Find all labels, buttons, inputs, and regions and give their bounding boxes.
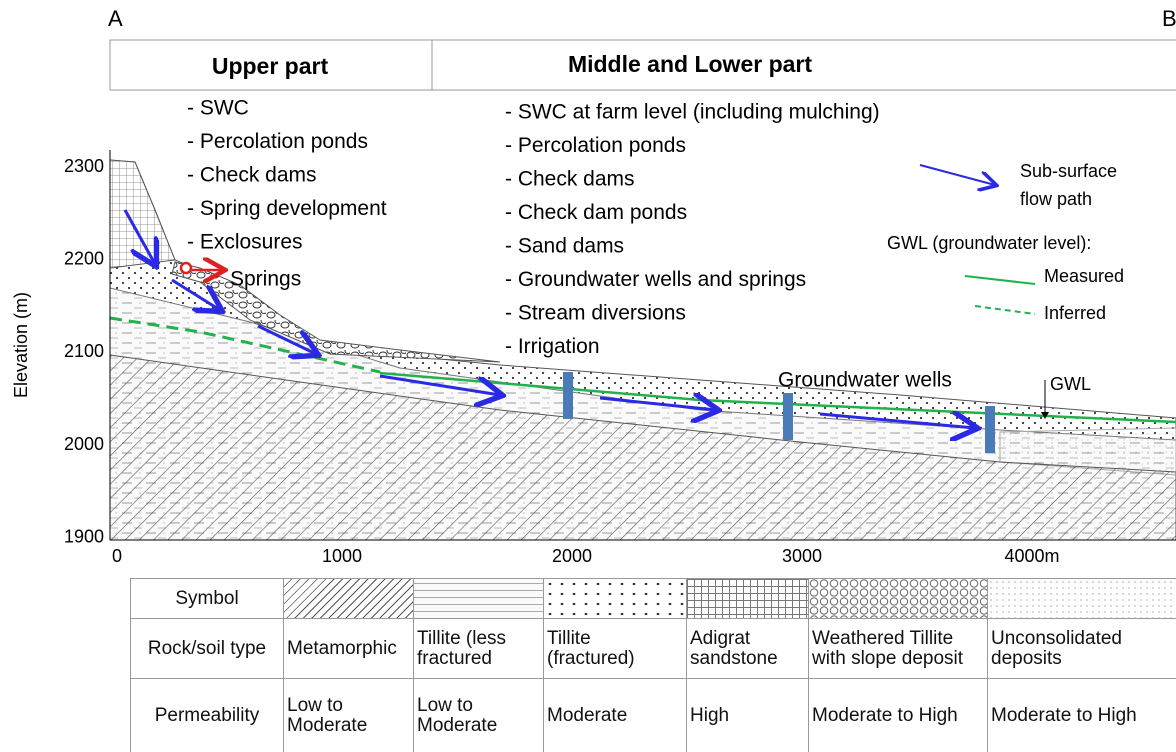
legend-inferred-line: [975, 306, 1035, 314]
gwl-label: GWL: [1050, 374, 1091, 394]
x-tick-label: 3000: [782, 546, 822, 566]
x-tick-label: 2000: [552, 546, 592, 566]
table-cell: Symbol: [131, 579, 284, 619]
corner-label: B: [1162, 6, 1176, 31]
cross-section: A B Upper part Middle and Lower part Spr…: [0, 0, 1176, 578]
measure: - Exclosures: [187, 231, 303, 254]
sandstone: [110, 160, 175, 268]
table-cell: Unconsolidated deposits: [988, 619, 1176, 679]
wells-label: Groundwater wells: [778, 369, 952, 392]
symbol-swatch: [809, 579, 988, 619]
header-left: Upper part: [212, 53, 329, 79]
springs-label: Springs: [230, 268, 301, 291]
y-tick-label: 2200: [64, 248, 104, 268]
symbol-swatch: [988, 579, 1176, 619]
legend-flow-arrow: [920, 165, 995, 185]
measure: - SWC at farm level (including mulching): [505, 101, 880, 124]
measure: - Percolation ponds: [187, 130, 368, 153]
legend-flow: Sub-surface: [1020, 161, 1117, 181]
spring: [181, 263, 191, 273]
legend-inferred: Inferred: [1044, 303, 1106, 323]
x-tick-label: 0: [112, 546, 122, 566]
x-tick-label: 4000m: [1004, 546, 1059, 566]
table-cell: Tillite (less fractured: [414, 619, 544, 679]
y-tick-label: 1900: [64, 527, 104, 547]
table-cell: Rock/soil type: [131, 619, 284, 679]
symbol-swatch: [284, 579, 414, 619]
table-cell: Low to Moderate: [284, 679, 414, 752]
measure: - Spring development: [187, 197, 387, 220]
y-axis-label: Elevation (m): [11, 292, 31, 398]
y-tick-label: 2100: [64, 341, 104, 361]
header-right: Middle and Lower part: [568, 51, 812, 77]
measure: - Check dams: [187, 164, 317, 187]
legend-measured-line: [965, 276, 1035, 284]
measure: - Groundwater wells and springs: [505, 268, 806, 291]
table-cell: Weathered Tillite with slope deposit: [809, 619, 988, 679]
table-cell: Moderate: [544, 679, 687, 752]
measure: - Percolation ponds: [505, 134, 686, 157]
measure: - SWC: [187, 97, 249, 120]
x-tick-label: 1000: [322, 546, 362, 566]
measure: - Check dams: [505, 168, 635, 191]
measure: - Check dam ponds: [505, 201, 687, 224]
symbol-swatch: [687, 579, 809, 619]
table-cell: Moderate to High: [809, 679, 988, 752]
table-cell: Moderate to High: [988, 679, 1176, 752]
symbol-swatch: [414, 579, 544, 619]
measure: - Sand dams: [505, 235, 624, 258]
measure: - Stream diversions: [505, 302, 686, 325]
table-cell: Metamorphic: [284, 619, 414, 679]
corner-label: A: [108, 6, 123, 31]
table-cell: Tillite (fractured): [544, 619, 687, 679]
table-cell: Permeability: [131, 679, 284, 752]
page: A B Upper part Middle and Lower part Spr…: [0, 0, 1176, 752]
table-cell: High: [687, 679, 809, 752]
legend-measured: Measured: [1044, 266, 1124, 286]
y-tick-label: 2000: [64, 434, 104, 454]
legend-gwl-title: GWL (groundwater level):: [887, 233, 1091, 253]
table-cell: Adigrat sandstone: [687, 619, 809, 679]
symbol-swatch: [544, 579, 687, 619]
measure: - Irrigation: [505, 335, 600, 358]
legend-flow: flow path: [1020, 189, 1092, 209]
table-cell: Low to Moderate: [414, 679, 544, 752]
y-tick-label: 2300: [64, 156, 104, 176]
